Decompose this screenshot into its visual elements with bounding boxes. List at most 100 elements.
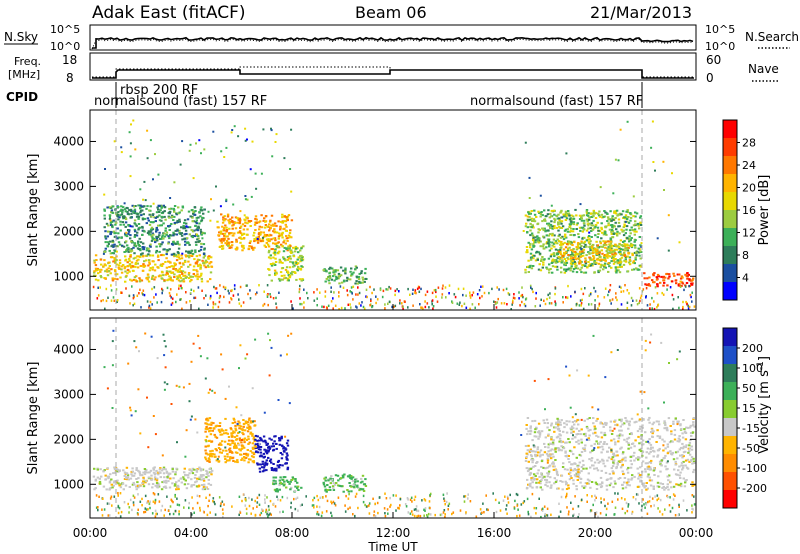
- scatter-cell: [194, 235, 197, 238]
- scatter-cell: [198, 240, 201, 243]
- scatter-cell: [581, 251, 584, 254]
- scatter-cell: [569, 217, 572, 220]
- scatter-cell: [188, 226, 192, 229]
- clutter-cell: [245, 284, 247, 287]
- scatter-cell: [676, 440, 679, 443]
- scatter-cell: [166, 249, 170, 252]
- scatter-cell: [133, 244, 136, 247]
- scatter-cell: [617, 221, 621, 224]
- scatter-cell: [544, 436, 547, 439]
- clutter-cell: [582, 307, 585, 311]
- scatter-cell: [106, 475, 109, 478]
- clutter-cell: [399, 299, 401, 302]
- scatter-cell: [565, 420, 568, 423]
- scatter-cell: [624, 232, 627, 235]
- scatter-cell: [236, 424, 240, 427]
- scatter-cell: [638, 254, 641, 257]
- clutter-cell: [183, 506, 185, 509]
- scatter-cell: [184, 229, 188, 232]
- scatter-cell: [360, 281, 363, 284]
- clutter-cell: [149, 307, 152, 310]
- scatter-cell: [281, 261, 284, 264]
- scatter-cell: [285, 225, 288, 228]
- scatter-cell: [144, 470, 147, 473]
- scatter-cell: [638, 419, 641, 422]
- scatter-cell: [553, 426, 556, 429]
- scatter-cell: [633, 421, 636, 424]
- clutter-cell: [170, 296, 172, 299]
- scatter-cell: [94, 278, 98, 281]
- scatter-cell: [683, 430, 687, 433]
- scatter-cell: [274, 257, 277, 260]
- scatter-cell: [615, 232, 618, 235]
- scatter-cell: [582, 254, 585, 257]
- scatter-cell: [185, 232, 188, 235]
- scatter-cell: [268, 223, 271, 226]
- scatter-cell: [596, 245, 599, 248]
- scatter-cell: [688, 460, 691, 463]
- scatter-cell: [581, 447, 585, 450]
- scatter-cell: [219, 230, 223, 233]
- scatter-cell: [587, 236, 590, 239]
- scatter-cell: [559, 423, 562, 426]
- scatter-cell: [573, 263, 577, 266]
- scatter-cell: [572, 479, 575, 482]
- scatter-cell: [246, 426, 249, 429]
- scatter-cell: [573, 420, 577, 422]
- scatter-cell: [206, 471, 209, 474]
- scatter-cell: [672, 420, 675, 423]
- scatter-cell: [133, 219, 137, 222]
- scatter-cell: [582, 433, 586, 436]
- scatter-cell: [564, 219, 568, 221]
- sparse-cell: [270, 127, 272, 130]
- scatter-cell: [162, 222, 165, 225]
- sparse-cell: [130, 123, 132, 126]
- scatter-cell: [684, 459, 688, 462]
- scatter-cell: [293, 264, 296, 267]
- scatter-cell: [354, 268, 357, 271]
- scatter-cell: [275, 224, 278, 227]
- clutter-cell: [323, 305, 325, 309]
- sparse-cell: [223, 156, 226, 158]
- scatter-cell: [680, 461, 684, 464]
- sparse-cell: [270, 129, 273, 132]
- scatter-cell: [177, 269, 180, 272]
- scatter-cell: [537, 437, 540, 440]
- sparse-cell: [219, 205, 222, 208]
- scatter-cell: [106, 206, 109, 209]
- scatter-cell: [324, 488, 327, 491]
- scatter-cell: [246, 421, 249, 424]
- clutter-cell: [600, 497, 602, 500]
- scatter-cell: [672, 272, 675, 275]
- scatter-cell: [124, 258, 128, 261]
- scatter-cell: [648, 476, 651, 479]
- scatter-cell: [577, 442, 580, 445]
- scatter-cell: [594, 427, 597, 430]
- scatter-cell: [648, 421, 651, 424]
- scatter-cell: [285, 237, 289, 240]
- scatter-cell: [277, 235, 281, 238]
- clutter-cell: [656, 292, 659, 295]
- scatter-cell: [582, 467, 585, 470]
- scatter-cell: [129, 278, 132, 281]
- scatter-cell: [572, 258, 575, 261]
- scatter-cell: [268, 233, 272, 236]
- clutter-cell: [402, 307, 404, 310]
- scatter-cell: [575, 264, 578, 267]
- sparse-cell: [189, 143, 192, 146]
- scatter-cell: [618, 247, 621, 250]
- scatter-cell: [222, 449, 225, 452]
- sparse-cell: [553, 234, 556, 237]
- scatter-cell: [625, 243, 629, 246]
- scatter-cell: [345, 279, 349, 282]
- scatter-cell: [187, 242, 190, 245]
- scatter-cell: [264, 246, 268, 248]
- scatter-cell: [242, 232, 245, 235]
- scatter-cell: [272, 449, 275, 452]
- clutter-cell: [194, 296, 197, 299]
- scatter-cell: [198, 275, 201, 278]
- scatter-cell: [616, 454, 619, 457]
- scatter-cell: [531, 224, 534, 227]
- scatter-cell: [630, 432, 633, 434]
- scatter-cell: [589, 428, 592, 431]
